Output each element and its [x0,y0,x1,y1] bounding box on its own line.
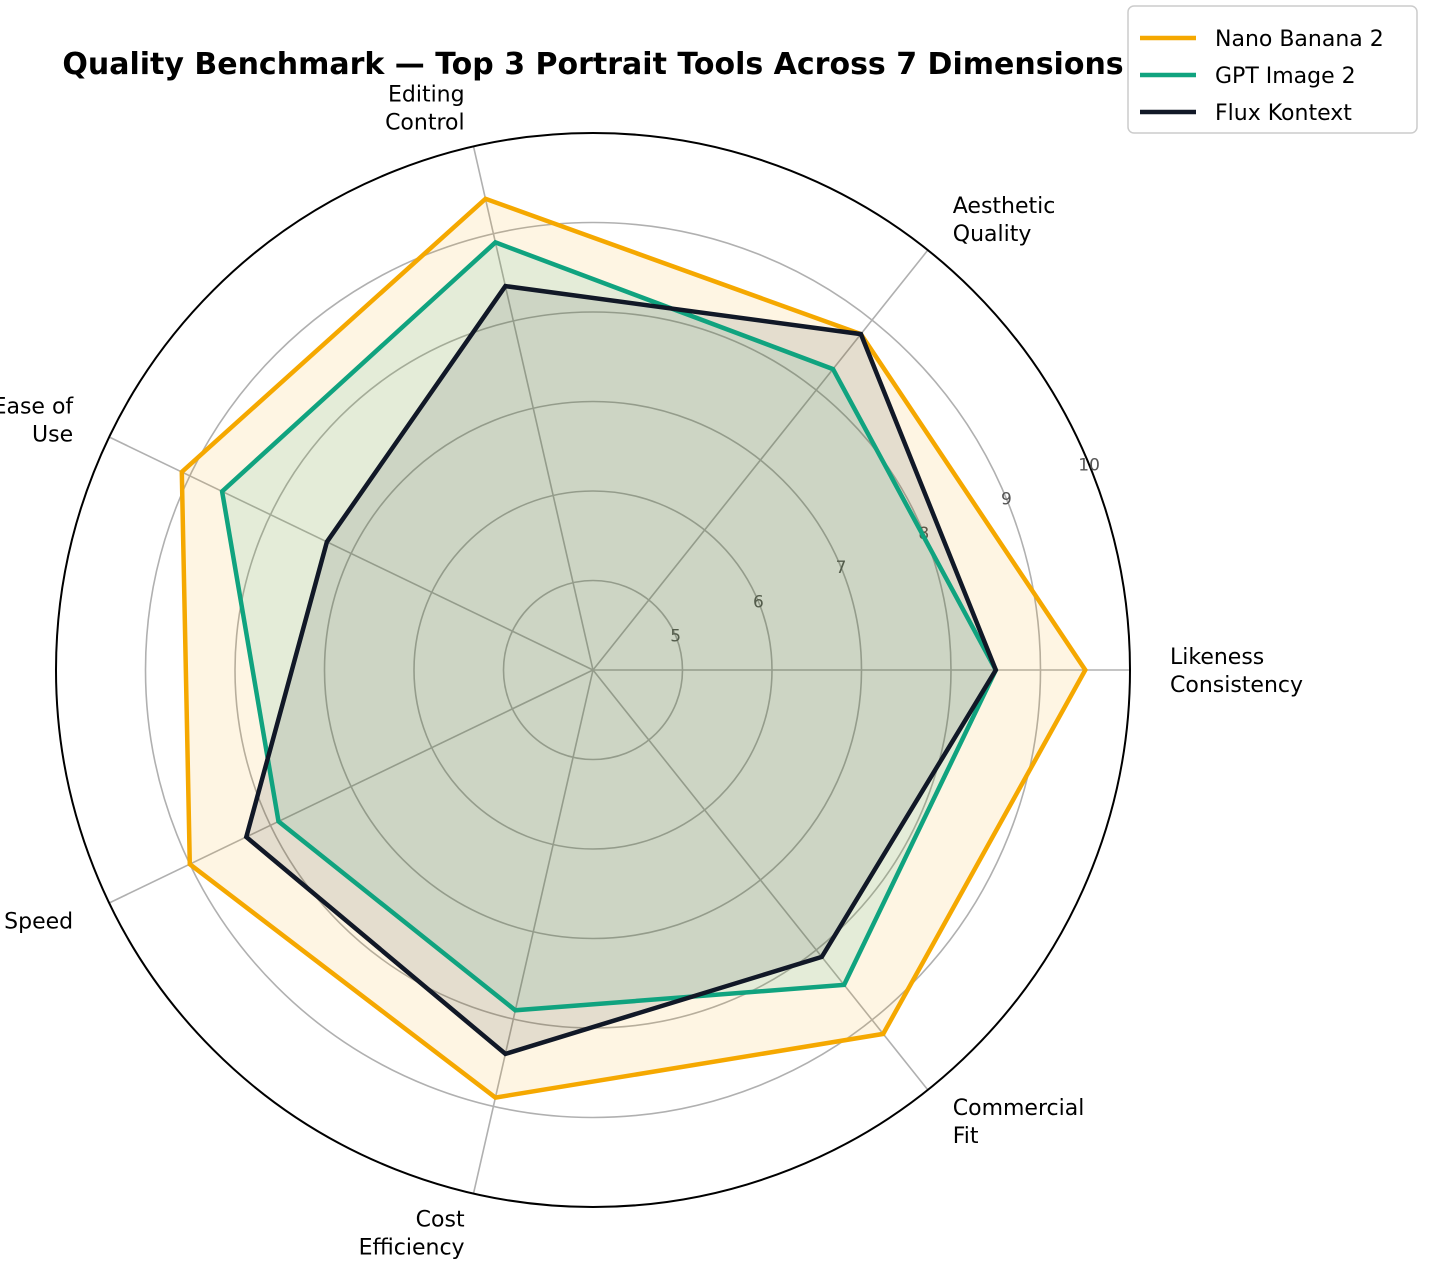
chart-title: Quality Benchmark — Top 3 Portrait Tools… [62,47,1123,82]
legend-box [1127,5,1418,134]
spoke-line [472,669,594,1194]
legend-label: Nano Banana 2 [1215,27,1384,52]
legend-label: Flux Kontext [1215,101,1352,126]
radial-tick-label: 9 [1001,490,1012,510]
series-line [179,196,1088,1100]
series-fill [246,286,996,1054]
legend: Nano Banana 2 GPT Image 2 Flux Kontext [1127,5,1418,134]
spoke-line [592,669,929,1091]
radial-tick-label: 6 [753,592,764,612]
radial-tick-label: 5 [670,627,681,647]
spoke-line [592,249,929,671]
axis-labels: Likeness Consistency Aesthetic Quality Editi… [0,82,1303,1260]
radial-tick-label: 10 [1078,455,1100,475]
axis-label: Ease of Use [0,395,74,448]
spoke-line [108,436,594,671]
axis-label: Editing Control [385,82,465,135]
radial-tick-label: 7 [836,558,847,578]
series-line [219,239,999,1013]
axis-label: Speed [4,909,73,934]
series-lines [179,196,1088,1100]
series-line [243,283,999,1057]
axis-label: Aesthetic Quality [953,194,1056,247]
axis-label: Likeness Consistency [1170,645,1303,698]
outer-frame-circle [55,132,1131,1208]
series-fill [222,242,996,1011]
legend-label: GPT Image 2 [1215,64,1356,89]
spoke-line [472,146,594,671]
axis-label: Commercial Fit [953,1096,1085,1149]
axis-label: Cost Efficiency [359,1208,465,1261]
